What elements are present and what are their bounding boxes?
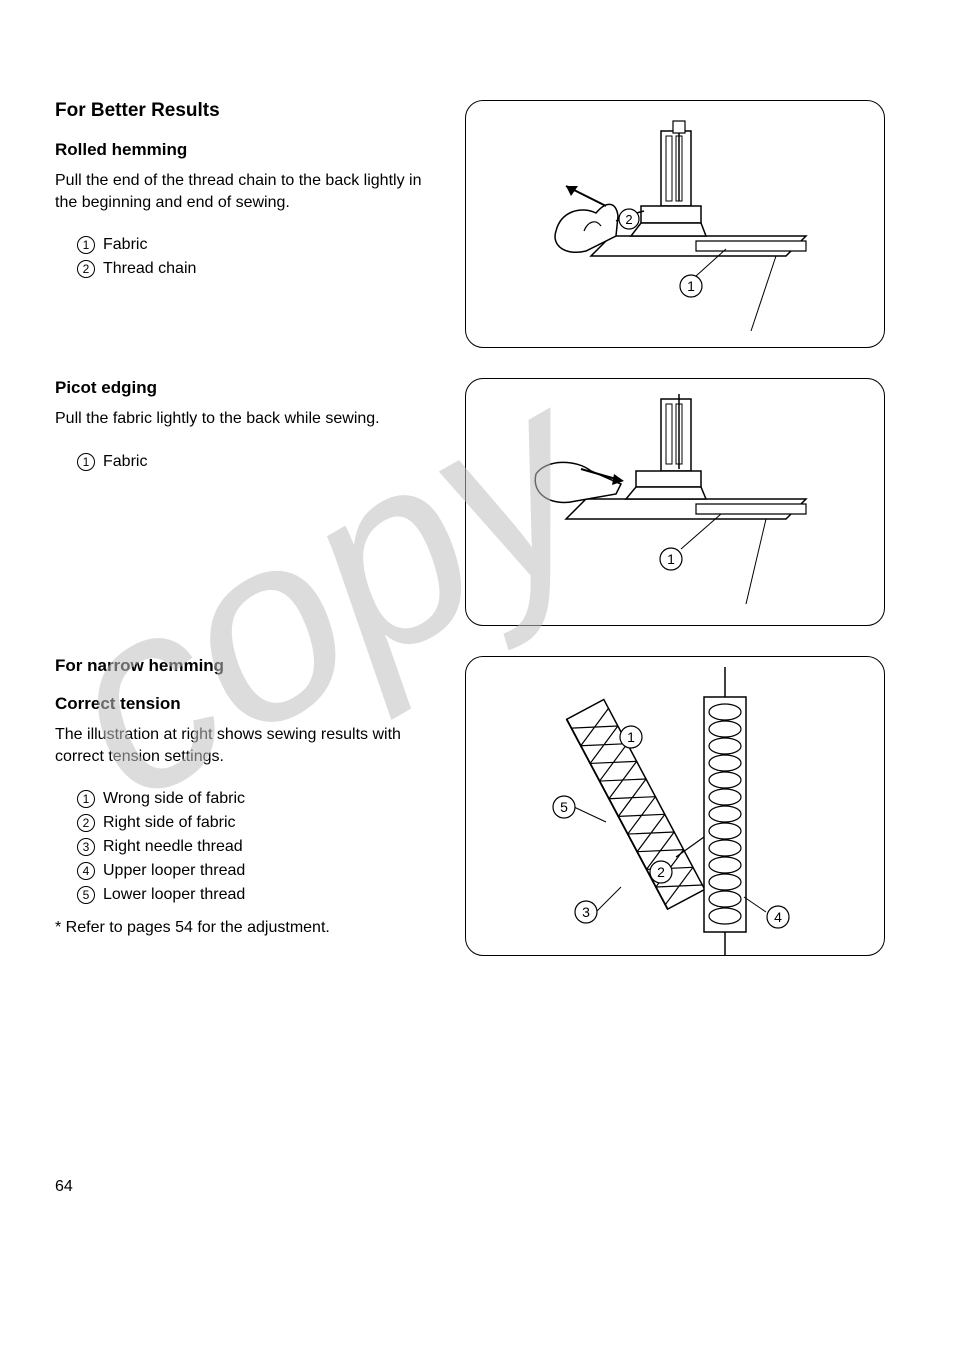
svg-text:1: 1 — [667, 551, 675, 567]
legend-label: Fabric — [103, 450, 147, 474]
subtitle-correct-tension: Correct tension — [55, 694, 445, 714]
section-picot-edging: Picot edging Pull the fabric lightly to … — [55, 378, 899, 626]
svg-text:5: 5 — [560, 799, 568, 815]
body-correct-tension: The illustration at right shows sewing r… — [55, 724, 445, 767]
text-column: For narrow hemming Correct tension The i… — [55, 656, 465, 956]
callout-5: 5 — [553, 796, 575, 818]
legend-picot-edging: 1 Fabric — [77, 450, 445, 474]
figure-correct-tension: 1 2 3 4 5 — [465, 656, 885, 956]
legend-label: Upper looper thread — [103, 859, 245, 883]
legend-correct-tension: 1 Wrong side of fabric 2 Right side of f… — [77, 787, 445, 907]
callout-3: 3 — [575, 901, 597, 923]
subtitle-rolled-hemming: Rolled hemming — [55, 140, 445, 160]
circled-number-icon: 1 — [77, 790, 95, 808]
circled-number-icon: 1 — [77, 236, 95, 254]
svg-text:2: 2 — [657, 864, 665, 880]
svg-text:4: 4 — [774, 909, 782, 925]
callout-4: 4 — [767, 906, 789, 928]
legend-label: Right side of fabric — [103, 811, 236, 835]
list-item: 4 Upper looper thread — [77, 859, 445, 883]
section-narrow-hemming: For narrow hemming Correct tension The i… — [55, 656, 899, 956]
circled-number-icon: 2 — [77, 260, 95, 278]
body-rolled-hemming: Pull the end of the thread chain to the … — [55, 170, 445, 213]
diagram-picot-edging: 1 — [466, 379, 886, 627]
callout-2: 2 — [619, 209, 639, 229]
figure-column: 2 1 — [465, 100, 885, 348]
page-title: For Better Results — [55, 100, 445, 122]
body-picot-edging: Pull the fabric lightly to the back whil… — [55, 408, 445, 430]
manual-page: copy For Better Results Rolled hemming P… — [0, 0, 954, 1351]
figure-column: 1 — [465, 378, 885, 626]
circled-number-icon: 3 — [77, 838, 95, 856]
list-item: 2 Right side of fabric — [77, 811, 445, 835]
text-column: For Better Results Rolled hemming Pull t… — [55, 100, 465, 348]
legend-label: Thread chain — [103, 257, 196, 281]
subtitle-picot-edging: Picot edging — [55, 378, 445, 398]
list-item: 1 Fabric — [77, 450, 445, 474]
subtitle-narrow-hemming: For narrow hemming — [55, 656, 445, 676]
legend-label: Fabric — [103, 233, 147, 257]
list-item: 1 Fabric — [77, 233, 445, 257]
list-item: 1 Wrong side of fabric — [77, 787, 445, 811]
callout-2: 2 — [650, 861, 672, 883]
circled-number-icon: 2 — [77, 814, 95, 832]
svg-text:1: 1 — [687, 278, 695, 294]
svg-text:3: 3 — [582, 904, 590, 920]
footnote-adjustment: * Refer to pages 54 for the adjustment. — [55, 919, 445, 937]
callout-1: 1 — [620, 726, 642, 748]
section-rolled-hemming: For Better Results Rolled hemming Pull t… — [55, 100, 899, 348]
figure-rolled-hemming: 2 1 — [465, 100, 885, 348]
legend-label: Right needle thread — [103, 835, 243, 859]
circled-number-icon: 5 — [77, 886, 95, 904]
callout-1: 1 — [660, 548, 682, 570]
diagram-rolled-hemming: 2 1 — [466, 101, 886, 349]
figure-column: 1 2 3 4 5 — [465, 656, 885, 956]
list-item: 2 Thread chain — [77, 257, 445, 281]
list-item: 3 Right needle thread — [77, 835, 445, 859]
svg-text:1: 1 — [627, 729, 635, 745]
figure-picot-edging: 1 — [465, 378, 885, 626]
page-number: 64 — [55, 1178, 73, 1196]
circled-number-icon: 1 — [77, 453, 95, 471]
list-item: 5 Lower looper thread — [77, 883, 445, 907]
circled-number-icon: 4 — [77, 862, 95, 880]
text-column: Picot edging Pull the fabric lightly to … — [55, 378, 465, 626]
legend-label: Wrong side of fabric — [103, 787, 245, 811]
legend-rolled-hemming: 1 Fabric 2 Thread chain — [77, 233, 445, 281]
callout-1: 1 — [680, 275, 702, 297]
legend-label: Lower looper thread — [103, 883, 245, 907]
svg-text:2: 2 — [625, 212, 632, 227]
diagram-correct-tension: 1 2 3 4 5 — [466, 657, 886, 957]
